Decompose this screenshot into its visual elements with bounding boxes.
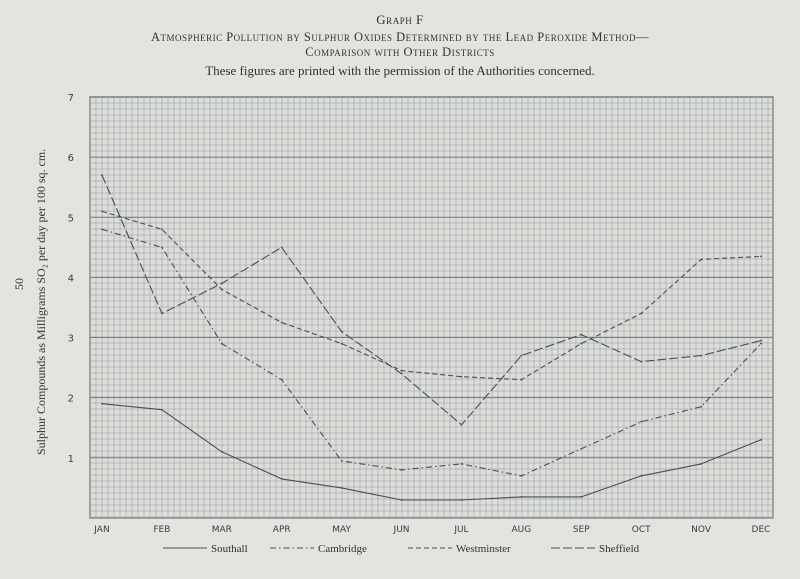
- data-point: [340, 459, 343, 462]
- data-point: [161, 408, 163, 411]
- legend: Southall Cambridge Westminster Sheffield: [163, 543, 640, 555]
- y-axis-ticks: 1 2 3 4 5 6 7: [68, 93, 74, 465]
- permission-note: These figures are printed with the permi…: [205, 63, 595, 78]
- data-point: [340, 342, 343, 345]
- data-point: [580, 342, 583, 345]
- x-tick-label: JUN: [393, 525, 410, 535]
- data-point: [580, 333, 583, 336]
- x-tick-label: FEB: [153, 525, 170, 535]
- data-point: [280, 478, 283, 480]
- x-tick-label: APR: [273, 525, 291, 535]
- data-point: [700, 354, 702, 357]
- data-point: [640, 360, 643, 363]
- data-point: [101, 174, 103, 177]
- y-tick-label: 5: [68, 213, 74, 224]
- data-point: [400, 468, 403, 471]
- series-line-sheffield: [101, 174, 762, 426]
- x-tick-label: AUG: [512, 525, 532, 535]
- data-point: [580, 447, 583, 450]
- x-tick-label: JUL: [453, 525, 468, 535]
- data-point: [161, 312, 163, 315]
- legend-label: Westminster: [456, 543, 511, 555]
- series-lines: [101, 174, 762, 501]
- data-point: [220, 342, 223, 345]
- data-point: [161, 228, 163, 231]
- y-tick-label: 4: [68, 273, 74, 284]
- data-point: [460, 462, 463, 465]
- data-point: [400, 369, 403, 372]
- data-point: [101, 402, 103, 405]
- data-point: [520, 354, 523, 357]
- data-point: [340, 487, 343, 489]
- data-point: [161, 246, 163, 249]
- data-point: [520, 378, 523, 381]
- data-point: [640, 420, 643, 423]
- data-point: [700, 405, 702, 408]
- y-tick-label: 7: [68, 93, 74, 104]
- x-tick-label: MAR: [212, 525, 232, 535]
- x-tick-label: NOV: [691, 525, 712, 535]
- data-point: [640, 475, 643, 477]
- legend-label: Sheffield: [599, 543, 640, 555]
- data-point: [280, 321, 283, 324]
- x-tick-label: OCT: [632, 525, 651, 535]
- data-point: [580, 496, 583, 498]
- x-axis-ticks: JAN FEB MAR APR MAY JUN JUL AUG SEP OCT NOV DEC: [93, 525, 770, 535]
- data-point: [460, 423, 463, 426]
- x-tick-label: JAN: [93, 525, 109, 535]
- chart-grid: [89, 96, 774, 519]
- y-tick-label: 2: [68, 394, 74, 405]
- data-point: [101, 228, 103, 231]
- series-line-southall: [101, 403, 762, 501]
- data-point: [220, 282, 223, 285]
- data-point: [520, 475, 523, 477]
- data-point: [460, 499, 463, 501]
- data-point: [400, 372, 403, 375]
- data-point: [220, 450, 223, 453]
- data-point: [280, 246, 283, 249]
- series-line-cambridge: [101, 228, 762, 477]
- data-point: [101, 210, 103, 213]
- data-point: [340, 330, 343, 333]
- plot-area: [89, 96, 774, 519]
- data-point: [460, 375, 463, 378]
- chart-subtitle-line2: Comparison with Other Districts: [305, 45, 495, 59]
- data-point: [220, 288, 223, 291]
- data-point: [760, 342, 762, 345]
- y-tick-label: 1: [68, 454, 74, 465]
- data-point: [280, 378, 283, 381]
- data-point: [760, 438, 762, 441]
- y-tick-label: 3: [68, 334, 74, 345]
- data-point: [760, 339, 762, 342]
- legend-label: Southall: [211, 543, 248, 555]
- data-point: [520, 496, 523, 498]
- data-point: [700, 258, 702, 261]
- x-tick-label: SEP: [573, 525, 590, 535]
- data-point: [640, 312, 643, 315]
- x-tick-label: MAY: [332, 525, 351, 535]
- data-point: [760, 255, 762, 258]
- legend-label: Cambridge: [318, 543, 367, 555]
- data-point: [400, 499, 403, 501]
- y-tick-label: 6: [68, 153, 74, 164]
- chart-subtitle-line1: Atmospheric Pollution by Sulphur Oxides …: [151, 30, 649, 44]
- data-point: [700, 462, 702, 465]
- chart-title: Graph F: [376, 12, 424, 27]
- x-tick-label: DEC: [752, 525, 771, 535]
